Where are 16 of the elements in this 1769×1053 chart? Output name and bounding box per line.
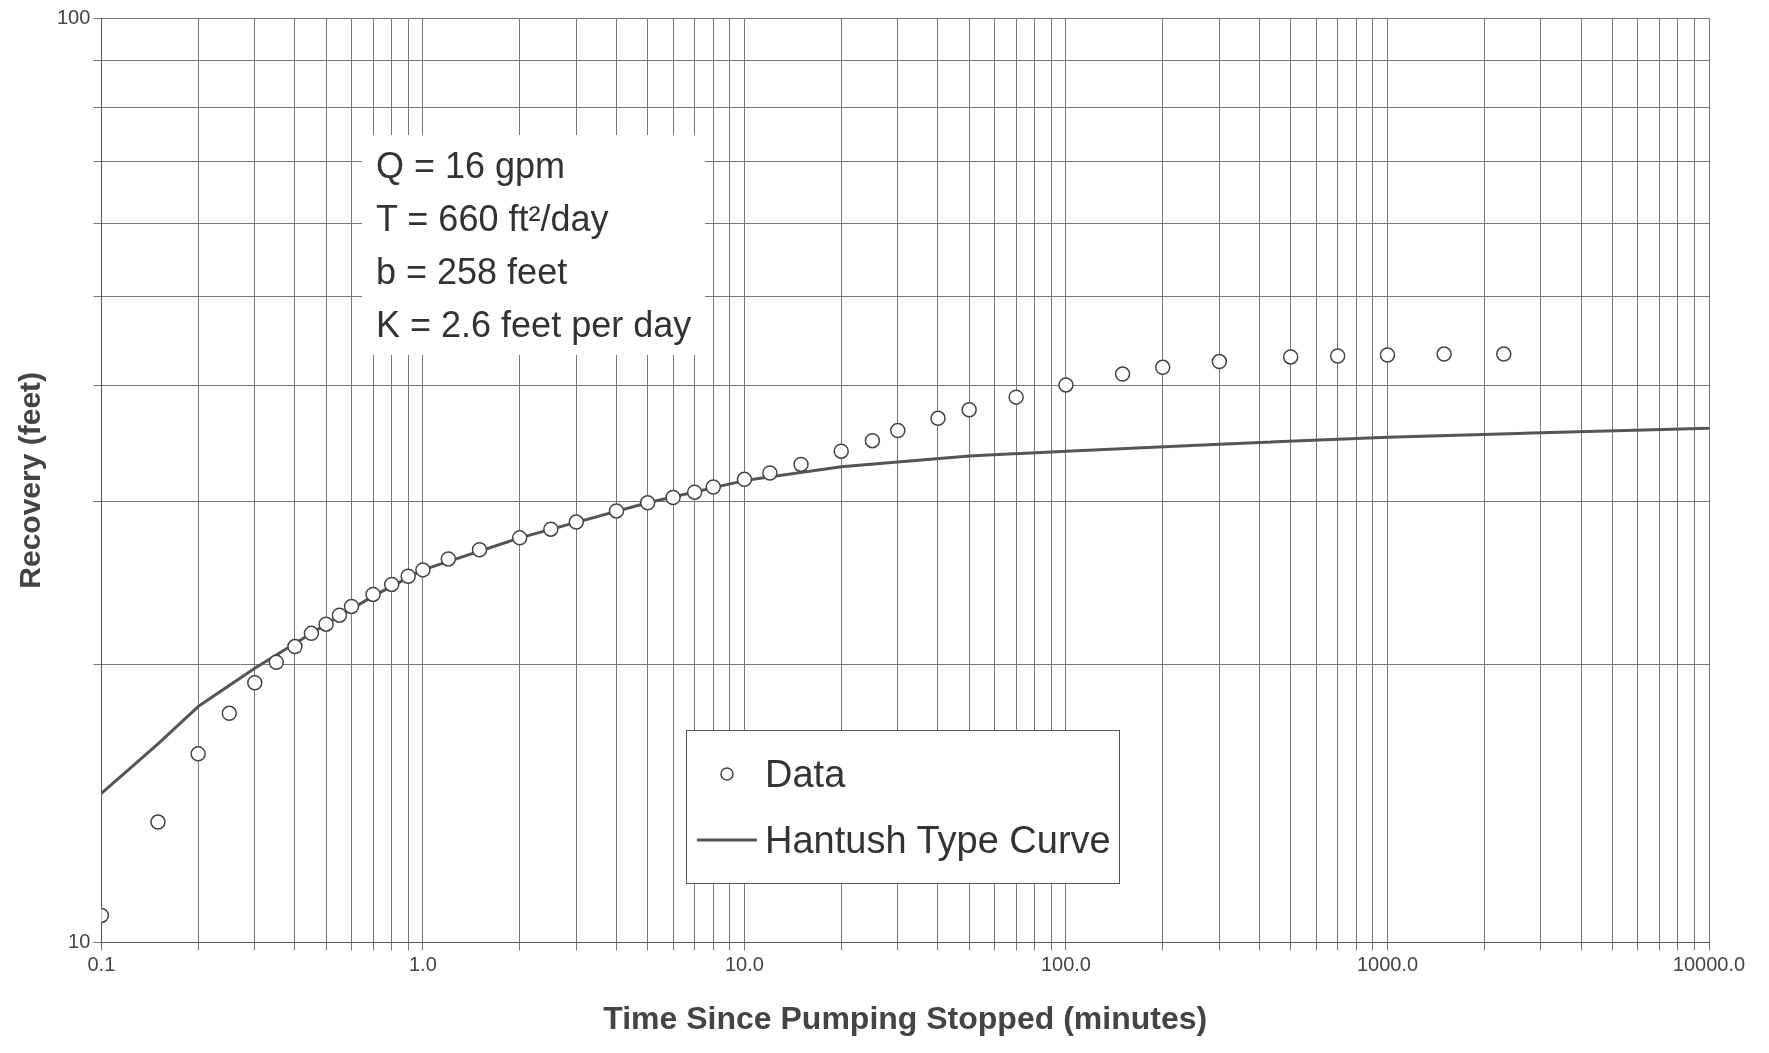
y-tick-label: 100: [56, 5, 91, 28]
x-tick-label: 10.0: [724, 953, 764, 976]
legend-label: Hantush Type Curve: [765, 818, 1111, 862]
x-tick-label: 1000.0: [1356, 953, 1419, 976]
annotation: Q = 16 gpm: [376, 144, 567, 188]
legend-label: Data: [765, 752, 846, 796]
annotation: T = 660 ft²/day: [376, 197, 610, 241]
y-axis-title: Recovery (feet): [13, 371, 47, 589]
annotation: K = 2.6 feet per day: [376, 303, 692, 347]
x-tick-label: 10000.0: [1672, 953, 1746, 976]
annotation: b = 258 feet: [376, 250, 569, 294]
y-tick-label: 10: [68, 930, 91, 953]
x-tick-label: 1.0: [408, 953, 437, 976]
x-axis-title: Time Since Pumping Stopped (minutes): [603, 999, 1208, 1036]
x-tick-label: 0.1: [87, 953, 116, 976]
x-tick-label: 100.0: [1040, 953, 1091, 976]
